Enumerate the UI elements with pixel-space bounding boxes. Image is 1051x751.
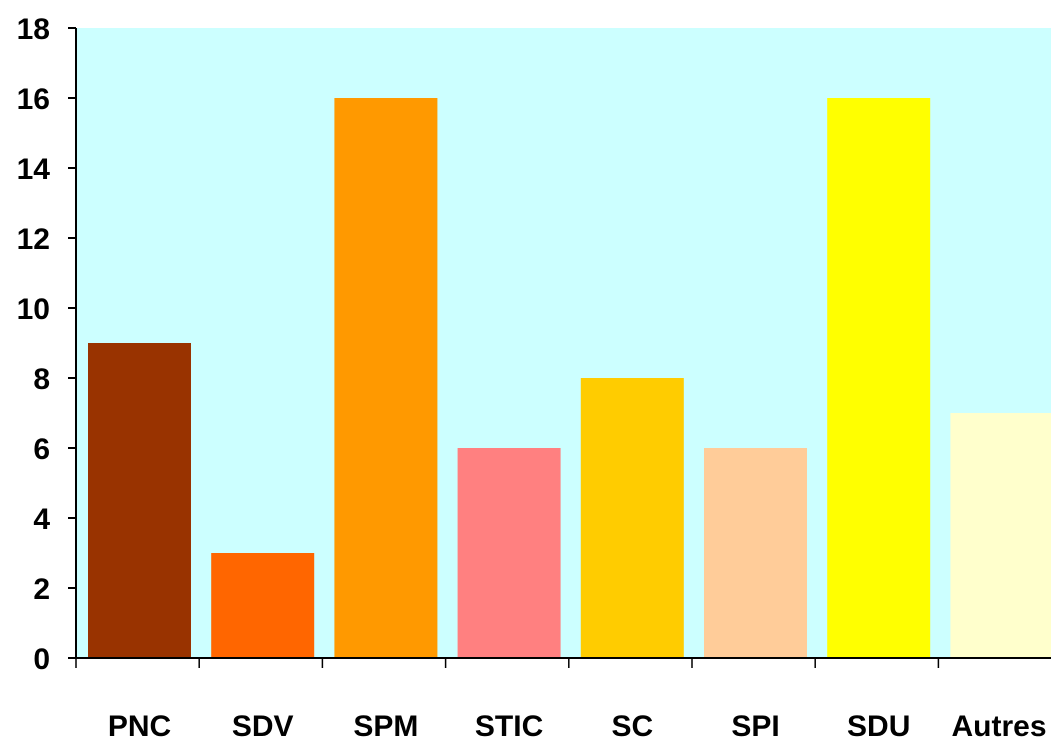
x-category-label: PNC [108,710,171,743]
x-category-label: SDV [232,710,294,743]
x-category-label: SC [611,710,653,743]
x-category-label: SPM [353,710,418,743]
x-category-label: SPI [731,710,779,743]
x-ticks-group: PNC SDV SPM STIC SC SPI SDU Autres [75,658,1047,743]
bar-pnc [88,343,191,658]
y-ticks-group: 0 2 4 6 8 10 12 14 16 18 [17,13,76,676]
x-category-label: STIC [475,710,543,743]
y-tick-label: 0 [33,643,50,676]
x-category-label: SDU [847,710,910,743]
y-tick-label: 2 [33,573,50,606]
bars-group [88,98,1051,658]
y-tick-label: 12 [17,223,50,256]
y-tick-label: 10 [17,293,50,326]
bar-sdu [827,98,931,658]
bar-sc [580,378,684,658]
y-tick-label: 8 [33,363,50,396]
y-tick-label: 6 [33,433,50,466]
y-tick-label: 18 [17,13,50,46]
bar-spi [704,448,807,658]
x-category-label: Autres [951,710,1046,743]
bar-spm [334,98,438,658]
y-tick-label: 4 [33,503,50,536]
bar-sdv [211,553,315,658]
bar-stic [457,448,561,658]
y-tick-label: 14 [17,153,51,186]
y-tick-label: 16 [17,83,50,116]
bar-autres [950,413,1051,658]
